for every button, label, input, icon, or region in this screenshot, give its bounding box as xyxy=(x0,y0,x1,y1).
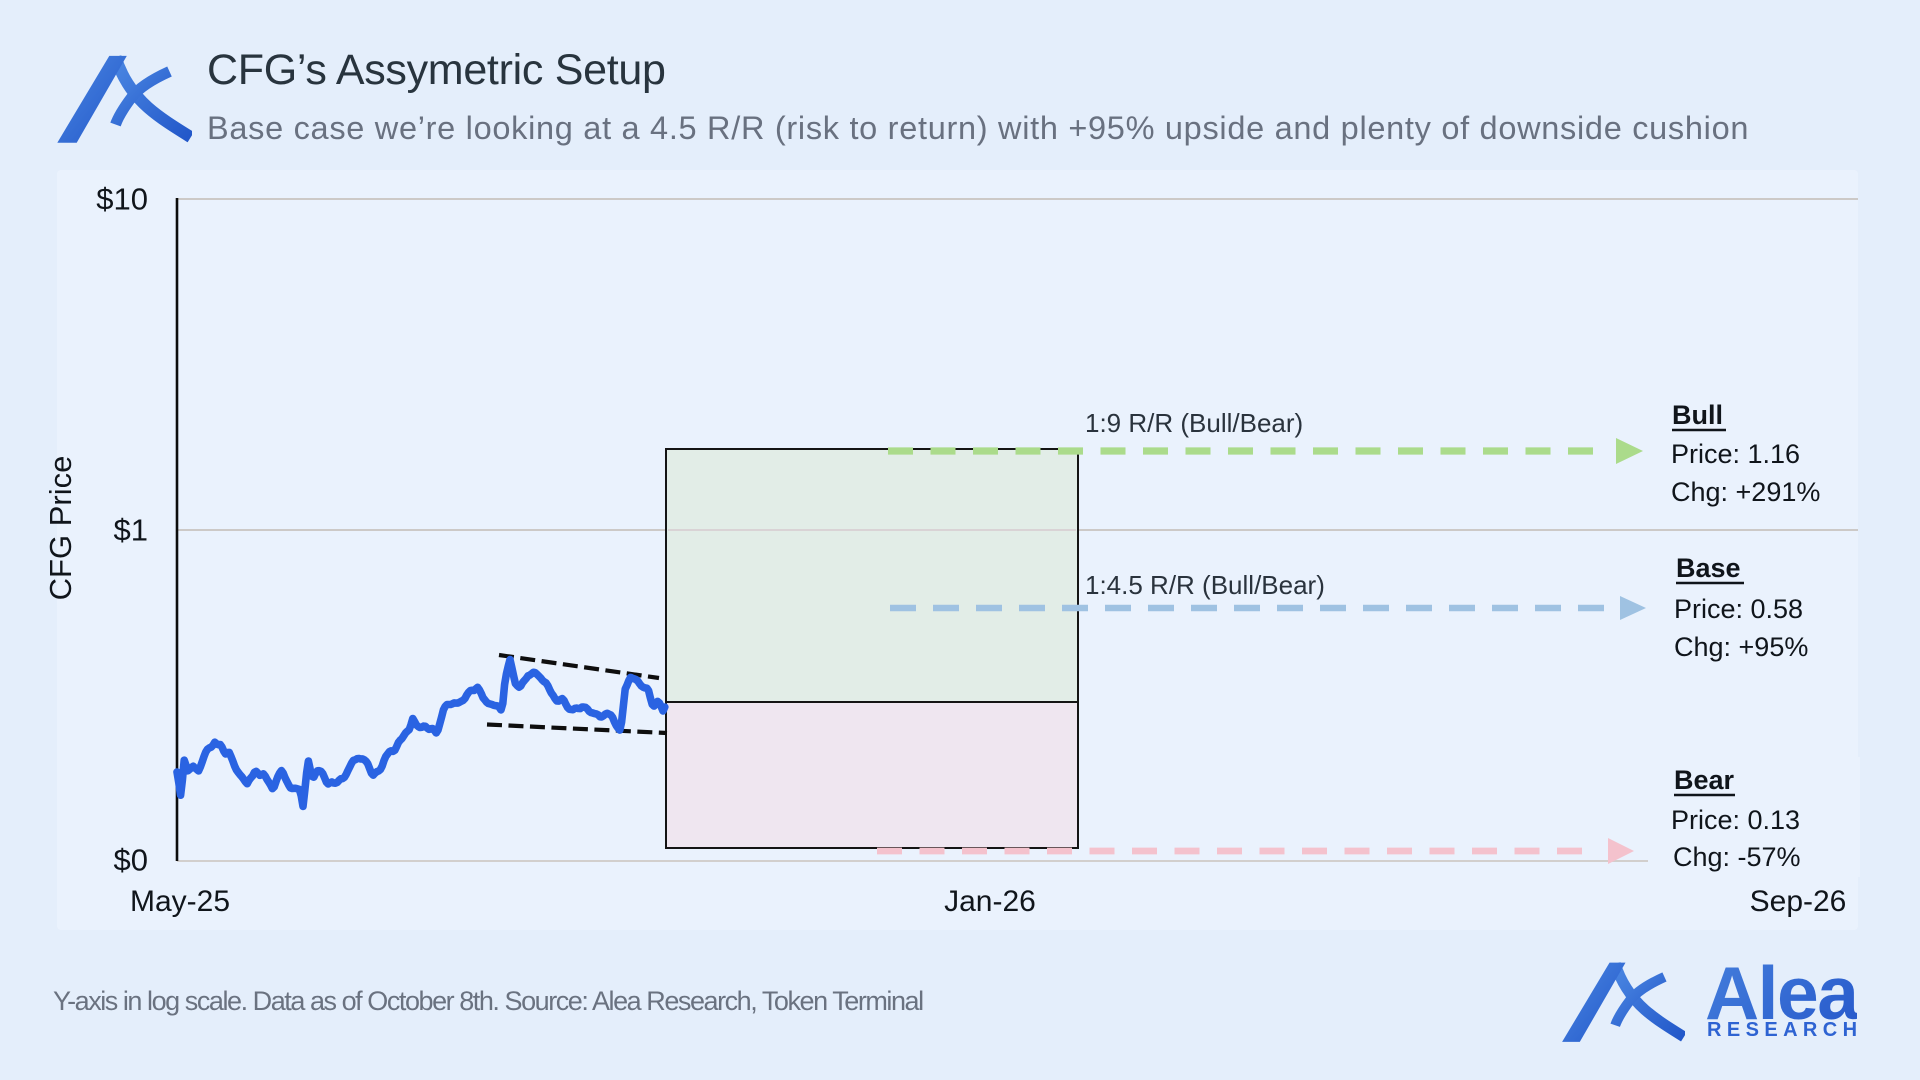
svg-text:May-25: May-25 xyxy=(130,885,230,918)
svg-text:$10: $10 xyxy=(96,182,148,217)
svg-text:Price: 0.58: Price: 0.58 xyxy=(1674,594,1803,624)
svg-text:Chg: -57%: Chg: -57% xyxy=(1673,842,1801,872)
svg-text:Sep-26: Sep-26 xyxy=(1750,885,1847,918)
svg-text:Jan-26: Jan-26 xyxy=(944,885,1036,918)
svg-text:Base: Base xyxy=(1676,553,1741,583)
svg-text:Bear: Bear xyxy=(1674,765,1735,795)
svg-text:Chg: +291%: Chg: +291% xyxy=(1671,477,1820,507)
svg-text:CFG Price: CFG Price xyxy=(43,456,78,601)
svg-text:1:9 R/R (Bull/Bear): 1:9 R/R (Bull/Bear) xyxy=(1085,408,1303,438)
svg-text:$0: $0 xyxy=(114,843,148,878)
svg-text:1:4.5 R/R (Bull/Bear): 1:4.5 R/R (Bull/Bear) xyxy=(1085,570,1325,600)
svg-text:$1: $1 xyxy=(114,513,148,548)
svg-text:Price: 0.13: Price: 0.13 xyxy=(1671,805,1800,835)
svg-text:Chg: +95%: Chg: +95% xyxy=(1674,632,1808,662)
svg-text:Price: 1.16: Price: 1.16 xyxy=(1671,439,1800,469)
svg-text:Bull: Bull xyxy=(1672,400,1723,430)
